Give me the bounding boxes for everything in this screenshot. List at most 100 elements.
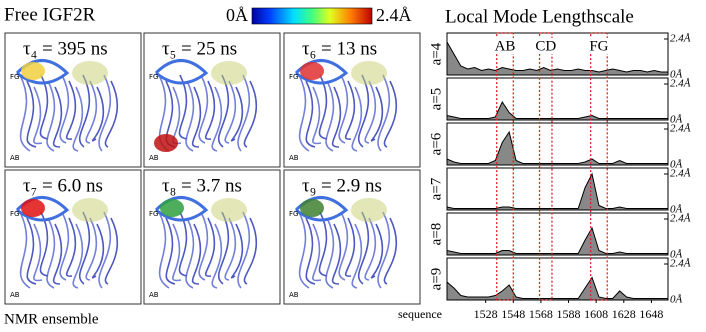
panel: τ₇ = 6.0 ns FG AB [4, 169, 142, 305]
strand [298, 74, 310, 152]
strand [26, 217, 37, 285]
y-tick-label: 0Å [670, 249, 683, 261]
strand [318, 211, 328, 277]
strand [370, 86, 384, 142]
y-tick-label: 2.4Å [670, 123, 691, 135]
panel: τ₆ = 13 ns FG AB [283, 32, 421, 168]
footer: NMR ensemble [4, 311, 99, 327]
region-tag: AB [289, 154, 299, 162]
colorbar-min: 0Å [226, 5, 248, 25]
row-label: a=8 [428, 223, 444, 246]
strand [78, 211, 91, 285]
panel: τ₄ = 395 ns FG AB [4, 32, 142, 168]
panel-label: τ₈ = 3.7 ns [162, 175, 242, 196]
region-label: CD [535, 38, 556, 54]
region-label-bg [587, 38, 610, 54]
strand [98, 74, 111, 152]
strand [357, 211, 370, 285]
strand [230, 86, 244, 142]
highlight [300, 62, 324, 80]
strand [331, 86, 342, 148]
y-tick-label: 2.4Å [670, 168, 691, 180]
area [446, 130, 669, 166]
strand [230, 223, 244, 279]
strand [39, 74, 49, 140]
strand [104, 80, 119, 148]
y-tick-label: 0Å [670, 204, 683, 216]
strand [211, 223, 223, 289]
highlight [300, 199, 324, 217]
x-tick-label: 1648 [639, 307, 663, 321]
strand [91, 86, 105, 142]
strand [312, 86, 322, 145]
strand [158, 211, 170, 289]
strand [217, 74, 230, 148]
domain-tint [351, 198, 387, 222]
strand [191, 86, 202, 148]
row-label: a=6 [428, 132, 444, 155]
strand [377, 74, 390, 152]
strand [178, 211, 188, 277]
title: Free IGF2R [4, 4, 96, 25]
region-tag: AB [149, 154, 159, 162]
strand [344, 217, 356, 277]
strand [85, 80, 98, 144]
panel: τ₉ = 2.9 ns FG AB [283, 169, 421, 305]
y-tick-label: 0Å [670, 114, 683, 126]
strand [19, 211, 31, 289]
strand [325, 80, 335, 152]
region-tag: AB [149, 291, 159, 299]
strand [185, 217, 195, 289]
plot-frame [446, 212, 669, 256]
row-label: a=5 [428, 88, 444, 111]
strand [198, 74, 209, 144]
strand [52, 223, 63, 285]
y-tick-label: 0Å [670, 294, 683, 306]
x-tick-label: 1608 [584, 307, 608, 321]
panel-label: τ₄ = 395 ns [23, 38, 108, 59]
strand [377, 211, 390, 289]
panel-label: τ₅ = 25 ns [162, 38, 237, 59]
strand [211, 86, 223, 152]
strand [52, 86, 63, 148]
colorbar [251, 7, 373, 25]
strand [224, 217, 237, 281]
strand [357, 74, 370, 148]
highlight [21, 199, 45, 217]
strand [224, 80, 237, 144]
y-tick-label: 2.4Å [670, 213, 691, 225]
panel-label: τ₉ = 2.9 ns [302, 175, 382, 196]
right-title: Local Mode Lengthscale [445, 6, 634, 27]
panel-label: τ₇ = 6.0 ns [23, 175, 103, 196]
region-tag: FG [10, 73, 19, 81]
panel: τ₅ = 25 ns FG AB [143, 32, 281, 168]
strand [172, 223, 182, 282]
strand [46, 80, 56, 152]
domain-tint [72, 61, 108, 85]
colorbar-max: 2.4Å [376, 5, 412, 25]
y-tick-label: 0Å [670, 159, 683, 171]
plot-frame [446, 167, 669, 211]
highlight [21, 62, 45, 80]
strand [72, 223, 84, 289]
plot-frame [446, 122, 669, 166]
strand [191, 223, 202, 285]
strand [217, 211, 230, 285]
strand [104, 217, 119, 285]
strand [178, 74, 188, 140]
strand [298, 211, 310, 289]
plot-frame [446, 77, 669, 121]
loop [154, 59, 209, 85]
row-label: a=9 [428, 268, 444, 291]
x-tick-label: 1588 [557, 307, 581, 321]
strand [237, 211, 250, 289]
strand [305, 80, 316, 148]
row-label: a=7 [428, 177, 444, 200]
panel: τ₈ = 3.7 ns FG AB [143, 169, 281, 305]
strand [383, 217, 398, 285]
strand [364, 217, 377, 281]
region-tag: AB [10, 154, 20, 162]
region-label: FG [589, 38, 608, 54]
x-tick-label: 1528 [474, 307, 498, 321]
y-tick-label: 0Å [670, 69, 683, 81]
